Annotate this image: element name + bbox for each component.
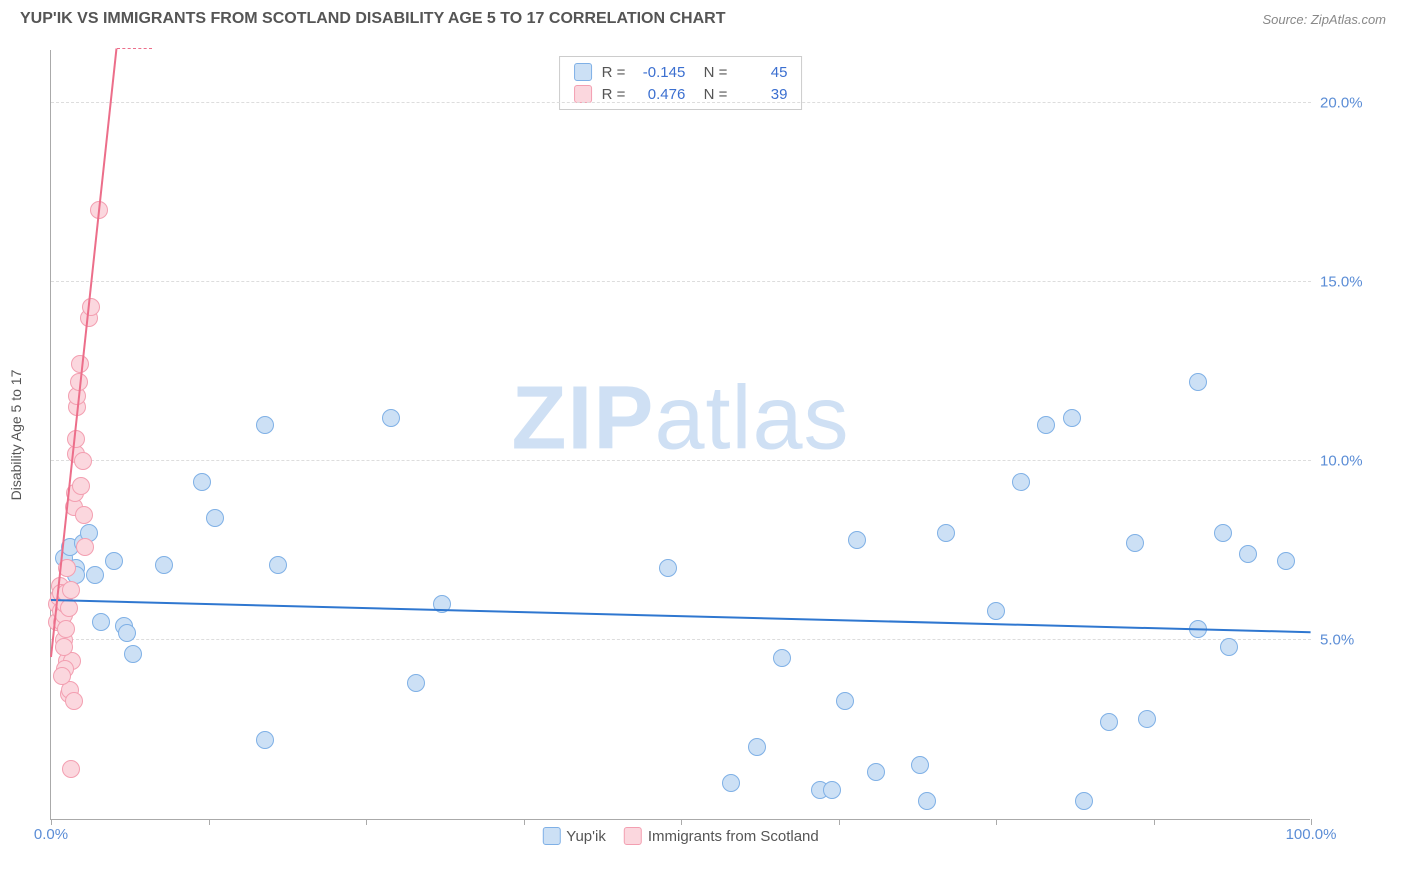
watermark-zip: ZIP bbox=[511, 369, 654, 469]
data-point bbox=[1138, 710, 1156, 728]
data-point bbox=[256, 416, 274, 434]
legend-r-value-1: -0.145 bbox=[635, 64, 685, 81]
data-point bbox=[72, 477, 90, 495]
data-point bbox=[269, 556, 287, 574]
data-point bbox=[773, 649, 791, 667]
data-point bbox=[67, 430, 85, 448]
gridline-h bbox=[51, 639, 1311, 640]
data-point bbox=[407, 674, 425, 692]
data-point bbox=[987, 602, 1005, 620]
gridline-h bbox=[51, 102, 1311, 103]
data-point bbox=[1012, 473, 1030, 491]
data-point bbox=[155, 556, 173, 574]
data-point bbox=[76, 538, 94, 556]
x-tick-label: 100.0% bbox=[1286, 826, 1337, 843]
y-tick-label: 5.0% bbox=[1320, 631, 1380, 648]
legend-swatch-pink bbox=[574, 85, 592, 103]
data-point bbox=[1214, 524, 1232, 542]
plot-area: ZIPatlas Disability Age 5 to 17 R = -0.1… bbox=[50, 50, 1310, 820]
data-point bbox=[92, 613, 110, 631]
x-tick bbox=[1311, 819, 1312, 825]
data-point bbox=[1100, 713, 1118, 731]
legend-r-label: R = bbox=[602, 86, 626, 103]
legend-swatch-blue bbox=[542, 827, 560, 845]
legend-item-yupik: Yup'ik bbox=[542, 827, 606, 845]
data-point bbox=[75, 506, 93, 524]
x-tick bbox=[209, 819, 210, 825]
data-point bbox=[105, 552, 123, 570]
data-point bbox=[722, 774, 740, 792]
data-point bbox=[823, 781, 841, 799]
data-point bbox=[1037, 416, 1055, 434]
y-tick-label: 20.0% bbox=[1320, 94, 1380, 111]
x-tick bbox=[1154, 819, 1155, 825]
data-point bbox=[1189, 373, 1207, 391]
x-tick bbox=[524, 819, 525, 825]
chart-container: ZIPatlas Disability Age 5 to 17 R = -0.1… bbox=[50, 50, 1380, 820]
trend-line bbox=[117, 48, 152, 49]
x-tick bbox=[51, 819, 52, 825]
data-point bbox=[57, 620, 75, 638]
data-point bbox=[82, 298, 100, 316]
x-tick bbox=[366, 819, 367, 825]
legend-n-label: N = bbox=[695, 64, 727, 81]
x-tick-label: 0.0% bbox=[34, 826, 68, 843]
data-point bbox=[1277, 552, 1295, 570]
data-point bbox=[65, 692, 83, 710]
data-point bbox=[1075, 792, 1093, 810]
y-tick-label: 15.0% bbox=[1320, 273, 1380, 290]
legend-n-value-1: 45 bbox=[737, 64, 787, 81]
title-bar: YUP'IK VS IMMIGRANTS FROM SCOTLAND DISAB… bbox=[0, 0, 1406, 34]
data-point bbox=[659, 559, 677, 577]
data-point bbox=[206, 509, 224, 527]
x-tick bbox=[681, 819, 682, 825]
data-point bbox=[74, 452, 92, 470]
data-point bbox=[118, 624, 136, 642]
gridline-h bbox=[51, 460, 1311, 461]
data-point bbox=[86, 566, 104, 584]
legend-r-label: R = bbox=[602, 64, 626, 81]
data-point bbox=[748, 738, 766, 756]
chart-title: YUP'IK VS IMMIGRANTS FROM SCOTLAND DISAB… bbox=[20, 10, 725, 28]
legend-n-label: N = bbox=[695, 86, 727, 103]
legend-swatch-blue bbox=[574, 63, 592, 81]
data-point bbox=[256, 731, 274, 749]
legend-label-scotland: Immigrants from Scotland bbox=[648, 828, 819, 845]
legend-row-1: R = -0.145 N = 45 bbox=[574, 61, 788, 83]
watermark: ZIPatlas bbox=[511, 368, 849, 471]
data-point bbox=[1220, 638, 1238, 656]
data-point bbox=[382, 409, 400, 427]
y-tick-label: 10.0% bbox=[1320, 452, 1380, 469]
legend-item-scotland: Immigrants from Scotland bbox=[624, 827, 819, 845]
legend-r-value-2: 0.476 bbox=[635, 86, 685, 103]
data-point bbox=[848, 531, 866, 549]
data-point bbox=[911, 756, 929, 774]
watermark-atlas: atlas bbox=[654, 369, 849, 469]
data-point bbox=[55, 638, 73, 656]
data-point bbox=[1063, 409, 1081, 427]
data-point bbox=[1126, 534, 1144, 552]
legend-label-yupik: Yup'ik bbox=[566, 828, 606, 845]
data-point bbox=[867, 763, 885, 781]
data-point bbox=[193, 473, 211, 491]
data-point bbox=[937, 524, 955, 542]
legend-n-value-2: 39 bbox=[737, 86, 787, 103]
x-tick bbox=[839, 819, 840, 825]
data-point bbox=[918, 792, 936, 810]
data-point bbox=[836, 692, 854, 710]
source-credit: Source: ZipAtlas.com bbox=[1262, 12, 1386, 27]
legend-series: Yup'ik Immigrants from Scotland bbox=[542, 827, 818, 845]
y-axis-label: Disability Age 5 to 17 bbox=[8, 369, 24, 500]
data-point bbox=[62, 760, 80, 778]
data-point bbox=[1239, 545, 1257, 563]
trend-line bbox=[51, 599, 1311, 633]
x-tick bbox=[996, 819, 997, 825]
gridline-h bbox=[51, 281, 1311, 282]
data-point bbox=[62, 581, 80, 599]
data-point bbox=[124, 645, 142, 663]
data-point bbox=[53, 667, 71, 685]
legend-swatch-pink bbox=[624, 827, 642, 845]
